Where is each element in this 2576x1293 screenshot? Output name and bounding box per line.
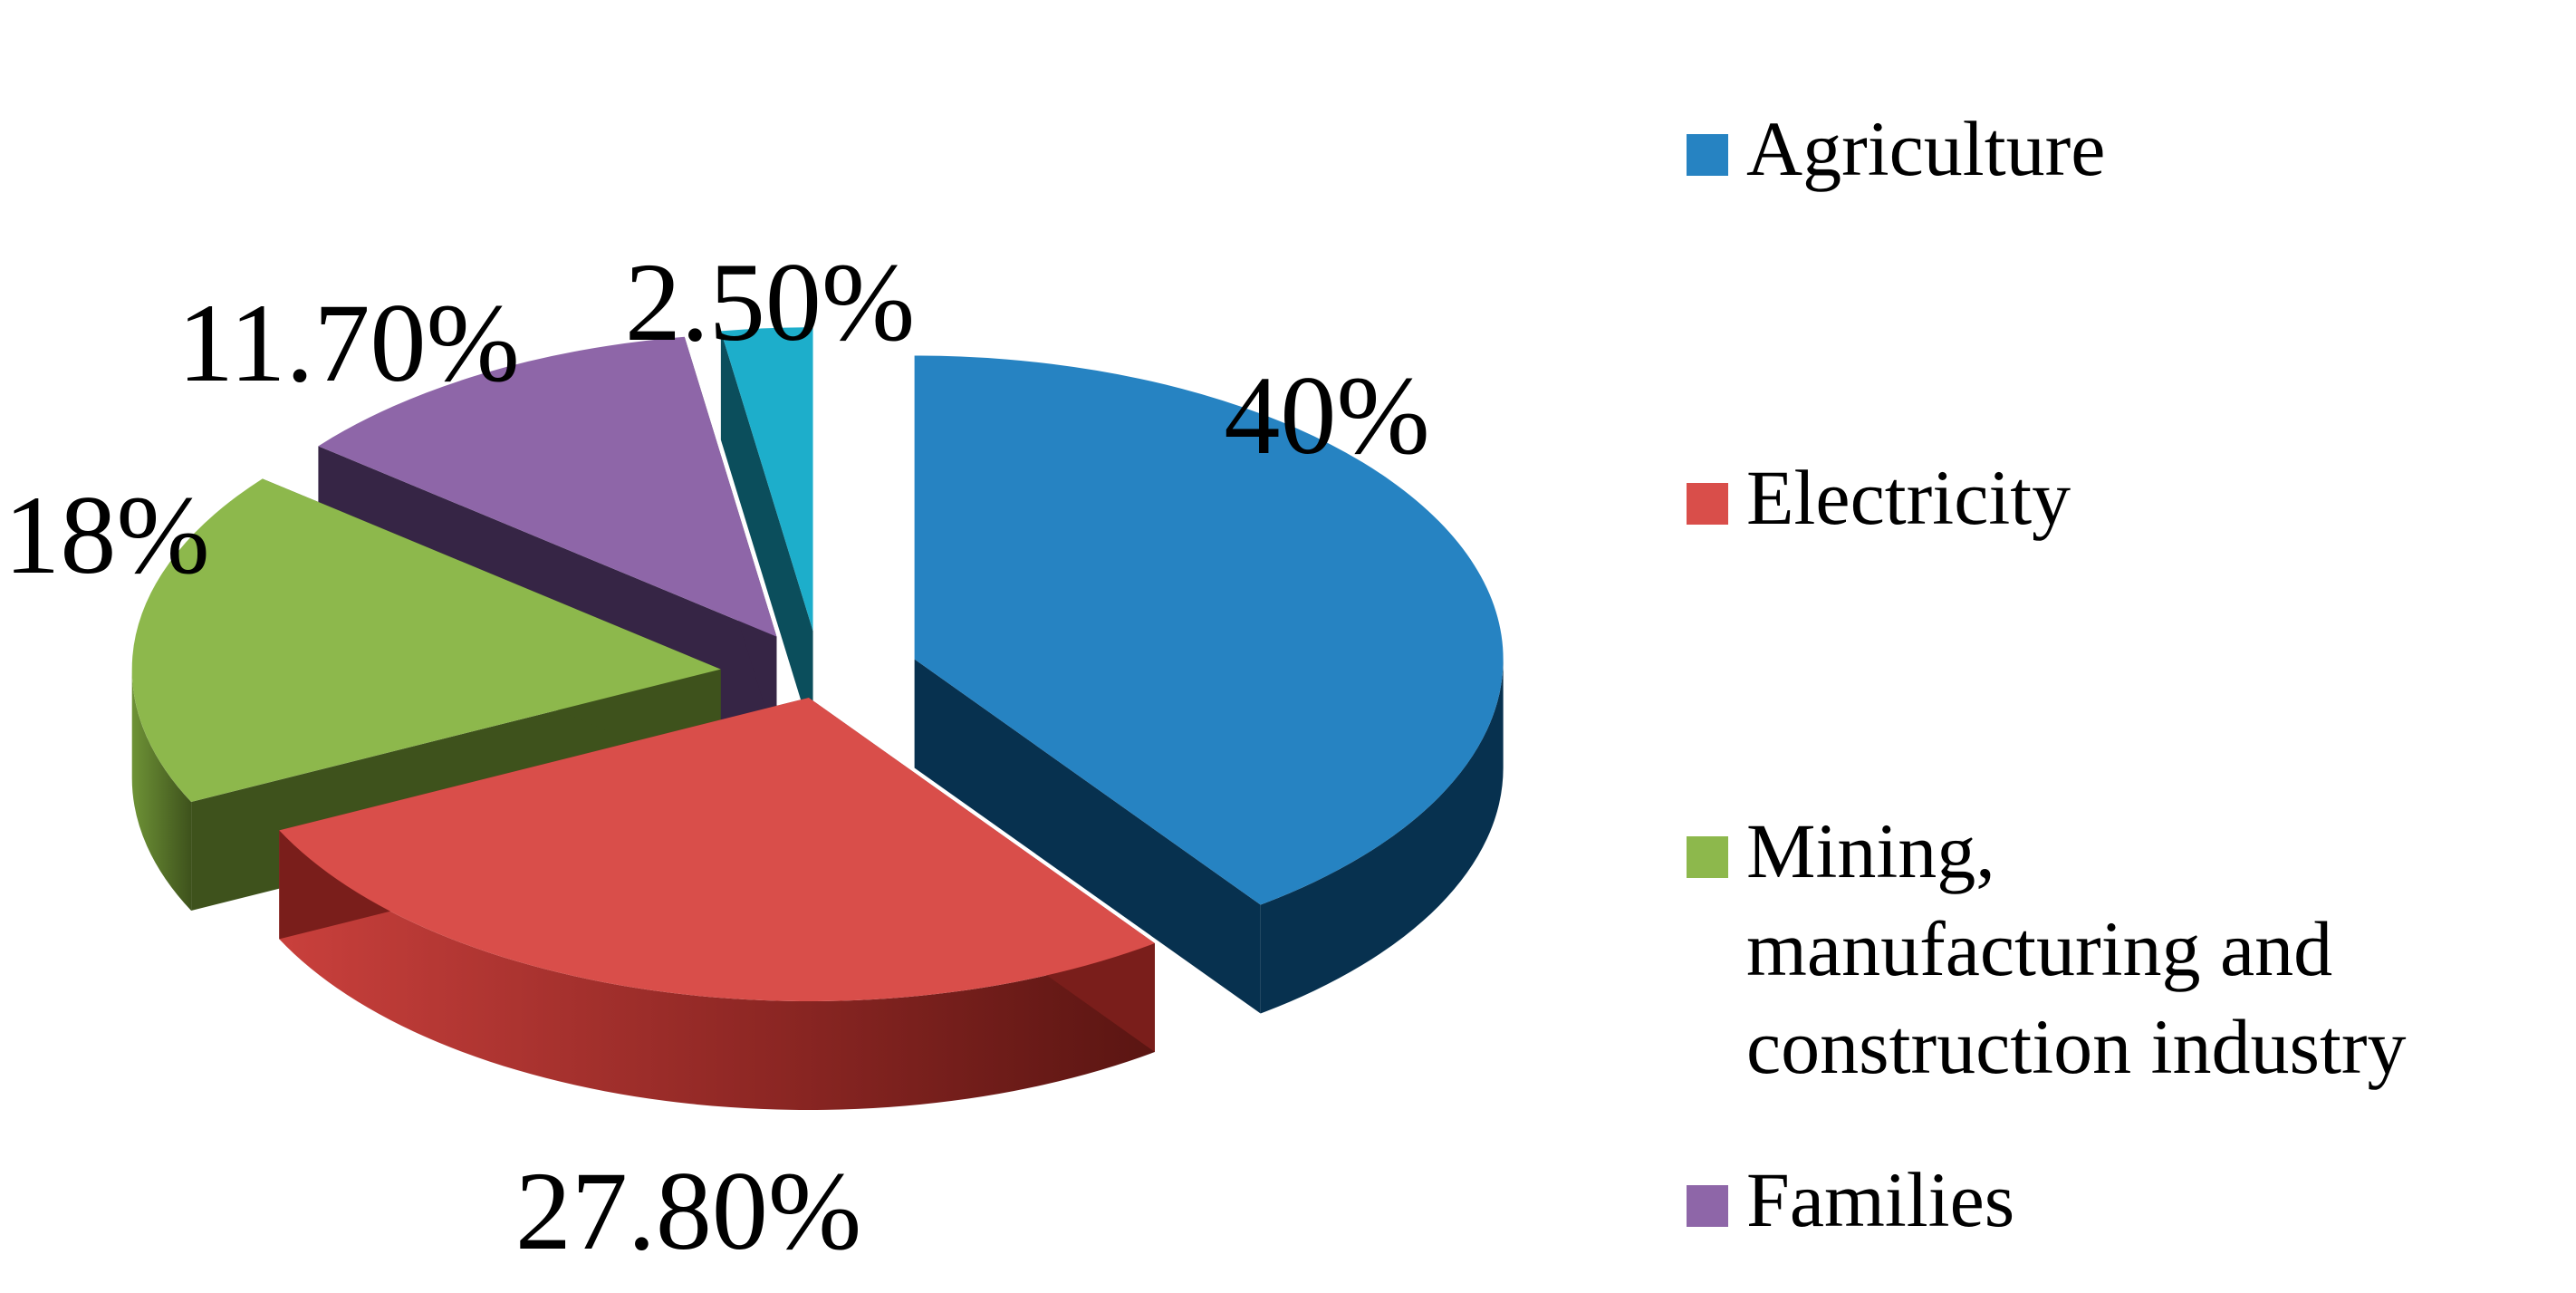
legend-label: Mining, manufacturing and construction i…	[1746, 807, 2407, 1090]
legend-item-families: Families	[1687, 1151, 2556, 1249]
legend-swatch	[1687, 1185, 1728, 1227]
slice-cut-face	[914, 659, 1261, 1014]
data-label-mining-manufacturing-and-construction-industry: 18%	[4, 473, 209, 597]
data-labels: 40% 27.80% 18% 11.70% 2.50%	[4, 240, 1429, 1273]
legend-label: Electricity	[1746, 454, 2071, 541]
slice-cut-face	[720, 331, 813, 740]
slice-top-mining-manufacturing-and-construction-industry	[131, 478, 721, 803]
slice-outer-side	[131, 669, 192, 912]
legend-item-electricity: Electricity	[1687, 449, 2556, 546]
data-label-electricity: 27.80%	[515, 1149, 861, 1273]
slice-unlabeled	[720, 327, 813, 740]
legend-item-agriculture: Agriculture	[1687, 100, 2556, 198]
slice-top-agriculture	[914, 355, 1504, 905]
data-label-families: 11.70%	[178, 281, 520, 405]
slice-agriculture	[914, 355, 1504, 1014]
slice-electricity	[279, 697, 1155, 1110]
data-label-agriculture: 40%	[1224, 353, 1429, 478]
slice-top-electricity	[279, 697, 1155, 1001]
legend-swatch	[1687, 836, 1728, 878]
slice-top-unlabeled	[720, 327, 813, 632]
legend-label: Families	[1746, 1156, 2015, 1243]
legend-label: Agriculture	[1746, 105, 2106, 192]
legend-swatch	[1687, 134, 1728, 176]
legend-swatch	[1687, 483, 1728, 525]
slice-outer-side	[279, 830, 1155, 1110]
data-label-unlabeled: 2.50%	[625, 240, 915, 364]
slice-outer-side	[1260, 659, 1504, 1014]
pie-slices	[131, 327, 1504, 1110]
slice-top-families	[318, 336, 777, 637]
legend-item-mining-manufacturing-and-construction-industry: Mining, manufacturing and construction i…	[1687, 802, 2556, 1095]
